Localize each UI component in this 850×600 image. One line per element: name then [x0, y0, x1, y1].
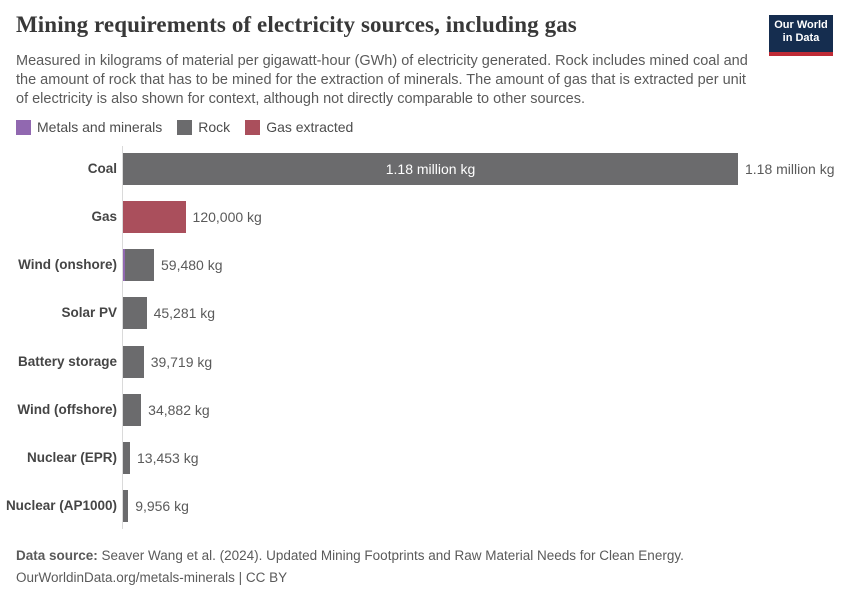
owid-logo-line2: in Data	[782, 32, 820, 44]
bar[interactable]	[123, 201, 186, 234]
category-label: Gas	[91, 209, 117, 225]
legend-item-rock[interactable]: Rock	[177, 119, 230, 135]
bar-segment-rock[interactable]	[123, 490, 129, 523]
bar[interactable]	[123, 345, 144, 378]
bar-segment-rock[interactable]	[123, 297, 147, 330]
attribution-line: OurWorldinData.org/metals-minerals | CC …	[16, 567, 684, 589]
bar[interactable]	[123, 393, 142, 426]
bar-segment-rock[interactable]	[124, 249, 154, 282]
legend-label: Metals and minerals	[37, 119, 163, 135]
bar-row: Coal 1.18 million kg 1.18 million kg	[0, 153, 850, 185]
chart-subtitle: Measured in kilograms of material per gi…	[16, 53, 748, 107]
legend-label: Gas extracted	[266, 119, 354, 135]
chart-footer: Data source: Seaver Wang et al. (2024). …	[16, 545, 684, 589]
bar-value-label: 120,000 kg	[192, 209, 262, 226]
owid-url-link[interactable]: OurWorldinData.org/metals-minerals	[16, 570, 235, 585]
page-title: Mining requirements of electricity sourc…	[16, 12, 577, 37]
category-label: Wind (onshore)	[18, 257, 117, 273]
owid-logo-line1: Our World	[774, 19, 828, 31]
bar-segment-rock[interactable]	[123, 441, 130, 474]
bar-row: Wind (offshore) 34,882 kg	[0, 393, 850, 426]
data-source-label: Data source:	[16, 548, 98, 563]
legend-swatch-gas-icon	[245, 119, 261, 135]
bar-value-label: 39,719 kg	[150, 353, 213, 370]
bar-row: Nuclear (EPR) 13,453 kg	[0, 441, 850, 474]
y-axis-line	[122, 146, 123, 529]
bar-row: Nuclear (AP1000) 9,956 kg	[0, 490, 850, 523]
bar-value-label: 45,281 kg	[153, 305, 216, 322]
bar-segment-rock[interactable]	[123, 345, 144, 378]
bar-segment-gas[interactable]	[123, 201, 186, 234]
bar-value-label: 34,882 kg	[148, 401, 210, 418]
category-label: Wind (offshore)	[17, 401, 117, 417]
legend-item-gas[interactable]: Gas extracted	[245, 119, 353, 135]
owid-logo[interactable]: Our World in Data	[769, 15, 833, 56]
legend-swatch-rock-icon	[177, 119, 193, 135]
bar[interactable]	[123, 441, 130, 474]
bar-value-label: 1.18 million kg	[745, 161, 835, 177]
bar[interactable]	[123, 490, 129, 523]
data-source-text: Seaver Wang et al. (2024). Updated Minin…	[97, 548, 684, 563]
category-label: Nuclear (AP1000)	[5, 498, 117, 514]
bar[interactable]	[123, 249, 154, 282]
bar-row: Gas 120,000 kg	[0, 201, 850, 234]
plot-area: Coal 1.18 million kg 1.18 million kg Gas 120…	[0, 145, 850, 535]
data-source-line: Data source: Seaver Wang et al. (2024). …	[16, 545, 684, 567]
category-label: Coal	[87, 161, 117, 176]
bar-segment-metals[interactable]	[123, 249, 125, 282]
legend-item-metals[interactable]: Metals and minerals	[16, 119, 162, 135]
license-text: | CC BY	[234, 570, 288, 585]
bar[interactable]	[123, 297, 147, 330]
legend-swatch-metals-icon	[16, 119, 31, 135]
legend-label: Rock	[198, 119, 231, 135]
bar-segment-rock[interactable]	[123, 153, 738, 185]
category-label: Nuclear (EPR)	[26, 449, 117, 465]
bar-row: Battery storage 39,719 kg	[0, 345, 850, 378]
bar[interactable]	[123, 153, 738, 185]
bar-row: Solar PV 45,281 kg	[0, 297, 850, 330]
bar-row: Wind (onshore) 59,480 kg	[0, 249, 850, 282]
bar-value-label: 13,453 kg	[137, 449, 199, 466]
bar-value-label: 9,956 kg	[135, 498, 189, 515]
category-label: Battery storage	[17, 353, 117, 369]
chart-legend: Metals and minerals Rock Gas extracted	[16, 119, 353, 135]
bar-value-label: 59,480 kg	[161, 257, 223, 274]
category-label: Solar PV	[61, 305, 117, 321]
bar-segment-rock[interactable]	[123, 393, 142, 426]
